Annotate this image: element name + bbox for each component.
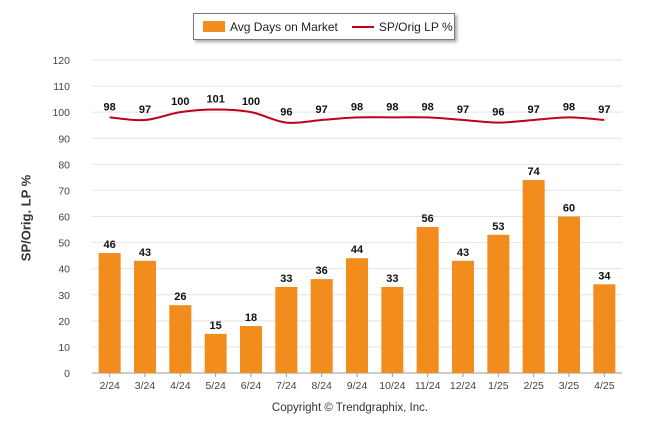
x-tick-label: 4/24 — [170, 380, 191, 392]
x-tick-label: 3/24 — [135, 380, 156, 392]
bar — [98, 253, 121, 373]
y-tick-label: 20 — [58, 316, 70, 328]
bar-data-label: 60 — [563, 203, 575, 215]
x-tick-label: 6/24 — [241, 380, 262, 392]
bar-data-label: 33 — [280, 273, 292, 285]
bar-data-label: 26 — [174, 291, 186, 303]
bar-data-label: 43 — [457, 247, 469, 259]
line-data-label: 98 — [563, 101, 575, 113]
y-tick-label: 10 — [58, 342, 70, 354]
bar-data-label: 56 — [422, 213, 434, 225]
bar-data-label: 46 — [104, 239, 116, 251]
bar — [522, 179, 545, 373]
x-tick-label: 2/24 — [99, 380, 120, 392]
y-tick-label: 50 — [58, 238, 70, 250]
legend-line-swatch — [351, 25, 374, 28]
bar — [240, 326, 262, 373]
bar-data-label: 36 — [316, 265, 328, 277]
bar — [558, 216, 580, 373]
bar-data-label: 15 — [210, 320, 222, 332]
chart-legend: Avg Days on Market SP/Orig LP % — [193, 13, 455, 40]
x-tick-label: 1/25 — [488, 380, 509, 392]
x-tick-label: 12/24 — [450, 380, 476, 392]
y-tick-label: 120 — [52, 55, 70, 67]
bar — [346, 258, 368, 373]
line-data-label: 98 — [351, 101, 363, 113]
bar-data-label: 18 — [245, 312, 257, 324]
legend-bar-label: Avg Days on Market — [230, 19, 338, 34]
x-tick-label: 2/25 — [523, 380, 544, 392]
line-data-label: 97 — [316, 104, 328, 116]
bar — [452, 260, 474, 373]
y-tick-label: 100 — [52, 107, 70, 119]
line-data-label: 97 — [528, 104, 540, 116]
bar — [310, 279, 333, 373]
x-tick-label: 3/25 — [559, 380, 580, 392]
bar-data-label: 43 — [139, 247, 151, 259]
bar — [169, 305, 192, 373]
legend-bar-swatch — [203, 21, 225, 32]
x-tick-label: 5/24 — [205, 380, 226, 392]
line-series-sp-orig-lp — [109, 108, 605, 124]
line-data-label: 98 — [422, 101, 434, 113]
x-tick-label: 9/24 — [347, 380, 368, 392]
x-tick-label: 7/24 — [276, 380, 297, 392]
copyright-text: Copyright © Trendgraphix, Inc. — [271, 402, 429, 414]
y-tick-label: 40 — [58, 264, 70, 276]
bar — [204, 333, 227, 373]
y-tick-label: 90 — [58, 133, 70, 145]
line-data-label: 98 — [104, 101, 116, 113]
y-tick-label: 60 — [58, 212, 70, 224]
line-data-label: 97 — [598, 104, 610, 116]
x-tick-label: 4/25 — [594, 380, 615, 392]
line-data-label: 101 — [206, 94, 224, 106]
legend-line-label: SP/Orig LP % — [378, 19, 453, 34]
line-data-label: 97 — [139, 104, 151, 116]
bar-data-label: 53 — [492, 221, 504, 233]
x-tick-label: 8/24 — [311, 380, 332, 392]
line-data-label: 100 — [242, 96, 260, 108]
x-tick-label: 11/24 — [415, 380, 441, 392]
bar — [416, 226, 439, 373]
bar-data-label: 33 — [386, 273, 398, 285]
line-data-label: 98 — [386, 101, 398, 113]
legend-item-bar[interactable]: Avg Days on Market — [203, 20, 338, 34]
bar-data-label: 34 — [598, 270, 611, 282]
bar — [134, 260, 156, 373]
y-tick-label: 30 — [58, 290, 70, 302]
bar-data-label: 74 — [528, 166, 541, 178]
y-tick-label: 70 — [58, 185, 70, 197]
line-data-label: 97 — [457, 104, 469, 116]
legend-item-line[interactable]: SP/Orig LP % — [351, 19, 453, 34]
line-data-label: 100 — [171, 96, 189, 108]
line-data-label: 96 — [280, 107, 292, 119]
bar — [381, 286, 404, 373]
bar — [275, 286, 298, 373]
bar-data-label: 44 — [351, 244, 364, 256]
y-tick-label: 110 — [53, 81, 70, 93]
bar — [593, 284, 616, 373]
line-data-label: 96 — [492, 107, 504, 119]
y-tick-label: 80 — [58, 159, 70, 171]
x-tick-label: 10/24 — [379, 380, 405, 392]
bar — [487, 234, 510, 373]
y-tick-label: 0 — [64, 368, 70, 380]
